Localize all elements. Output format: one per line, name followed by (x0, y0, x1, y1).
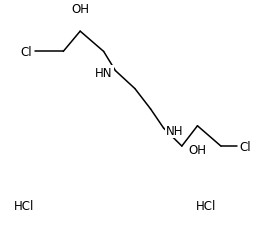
Text: NH: NH (166, 124, 184, 137)
Text: HCl: HCl (14, 199, 34, 212)
Text: OH: OH (188, 143, 206, 156)
Text: HN: HN (95, 67, 113, 80)
Text: OH: OH (71, 3, 89, 16)
Text: Cl: Cl (239, 140, 251, 153)
Text: Cl: Cl (20, 46, 32, 59)
Text: HCl: HCl (196, 199, 216, 212)
